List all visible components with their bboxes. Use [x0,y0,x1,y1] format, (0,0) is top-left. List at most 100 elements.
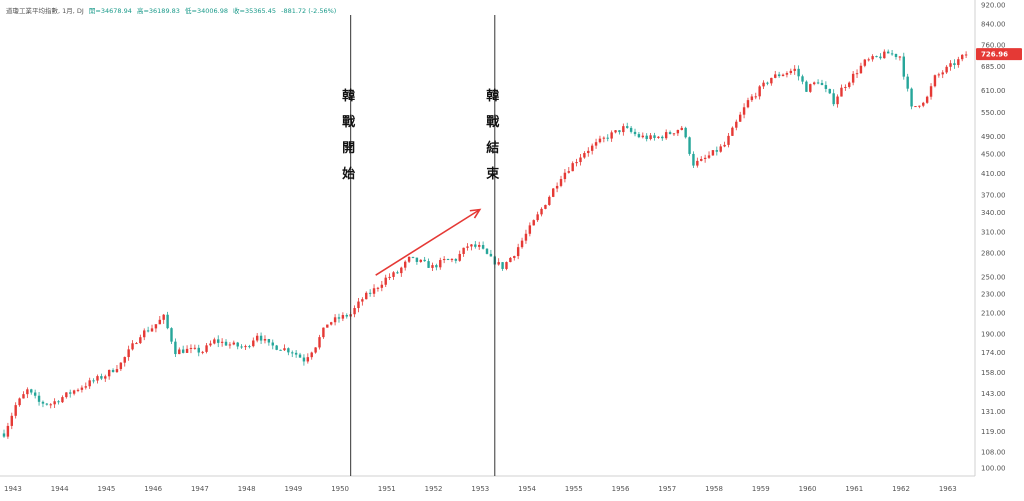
candle-body [902,56,905,77]
candle-body [692,153,695,166]
candle-body [178,349,181,355]
candle-body [883,51,886,59]
candle-body [158,319,162,325]
candle-body [867,59,870,61]
candle-body [571,163,574,172]
candle-body [209,343,212,346]
candle-body [49,404,52,406]
candle-body [139,337,142,344]
symbol-title: 道瓊工業平均指數, 1月, DJ [6,7,84,15]
x-tick-label: 1962 [892,485,910,493]
y-tick-label: 450.00 [981,151,1006,159]
y-tick-label: 550.00 [981,109,1006,117]
candle-body [131,343,134,350]
x-tick-label: 1945 [97,485,115,493]
candle-body [314,347,317,353]
candle-body [353,308,356,315]
candle-body [914,106,917,108]
y-tick-label: 610.00 [981,87,1006,95]
y-tick-label: 250.00 [981,273,1006,281]
candle-body [528,225,532,234]
event-label-char: 戰 [342,114,355,130]
x-tick-label: 1952 [425,485,443,493]
x-tick-label: 1961 [845,485,863,493]
candle-body [828,88,831,94]
candle-body [614,130,617,133]
candle-body [376,287,380,289]
candle-body [462,247,465,254]
candle-body [898,56,902,58]
candle-body [450,259,454,261]
candle-body [240,346,243,348]
candle-body [879,56,882,59]
candle-body [259,335,263,341]
candle-body [540,208,543,215]
candle-body [758,86,761,97]
candle-body [252,340,255,347]
candle-body [957,59,960,65]
candle-body [96,376,99,381]
event-label-char: 結 [486,140,499,156]
candle-body [696,160,699,166]
y-tick-label: 310.00 [981,228,1006,236]
candle-body [707,155,711,158]
last-price-tag [976,48,1022,61]
candle-body [770,77,773,84]
candle-body [520,240,524,248]
candle-body [645,135,648,140]
candle-body [26,389,29,395]
candle-body [345,315,348,317]
candle-body [548,196,551,205]
candle-body [789,70,793,74]
x-tick-label: 1963 [939,485,957,493]
x-tick-label: 1950 [331,485,349,493]
candle-body [774,74,777,78]
candle-body [719,146,722,152]
candles-layer [2,49,968,439]
candle-body [263,339,267,341]
candle-body [941,72,944,75]
y-tick-label: 410.00 [981,170,1006,178]
y-tick-label: 280.00 [981,250,1006,258]
y-tick-label: 158.00 [981,369,1006,377]
candle-body [598,138,602,143]
candle-body [135,343,138,345]
candle-body [466,246,469,248]
candle-body [294,352,298,355]
candle-body [419,259,422,262]
y-tick-label: 143.00 [981,390,1006,398]
candle-body [18,398,21,406]
candle-body [232,342,236,345]
candle-body [489,253,493,257]
candle-body [442,259,446,261]
candle-body [357,301,360,309]
candle-body [964,54,968,56]
candle-body [76,389,80,391]
candle-body [688,137,691,154]
candle-body [816,82,820,84]
x-tick-label: 1946 [144,485,162,493]
x-tick-label: 1958 [705,485,723,493]
candle-body [33,392,37,396]
candle-body [197,347,200,353]
candle-body [812,82,816,85]
candle-body [146,330,150,332]
candle-body [844,86,847,88]
candle-body [606,137,609,139]
candle-body [633,131,637,135]
candle-body [766,82,769,84]
candle-body [213,339,216,344]
x-tick-label: 1944 [51,485,69,493]
candle-body [170,328,173,342]
x-tick-label: 1955 [565,485,583,493]
candle-body [544,204,547,209]
candle-body [217,339,220,343]
x-tick-label: 1947 [191,485,209,493]
candle-body [427,261,430,268]
candle-body [676,129,680,134]
high-value: 高=36189.83 [136,7,180,15]
candle-body [474,244,477,247]
candle-body [446,259,450,261]
